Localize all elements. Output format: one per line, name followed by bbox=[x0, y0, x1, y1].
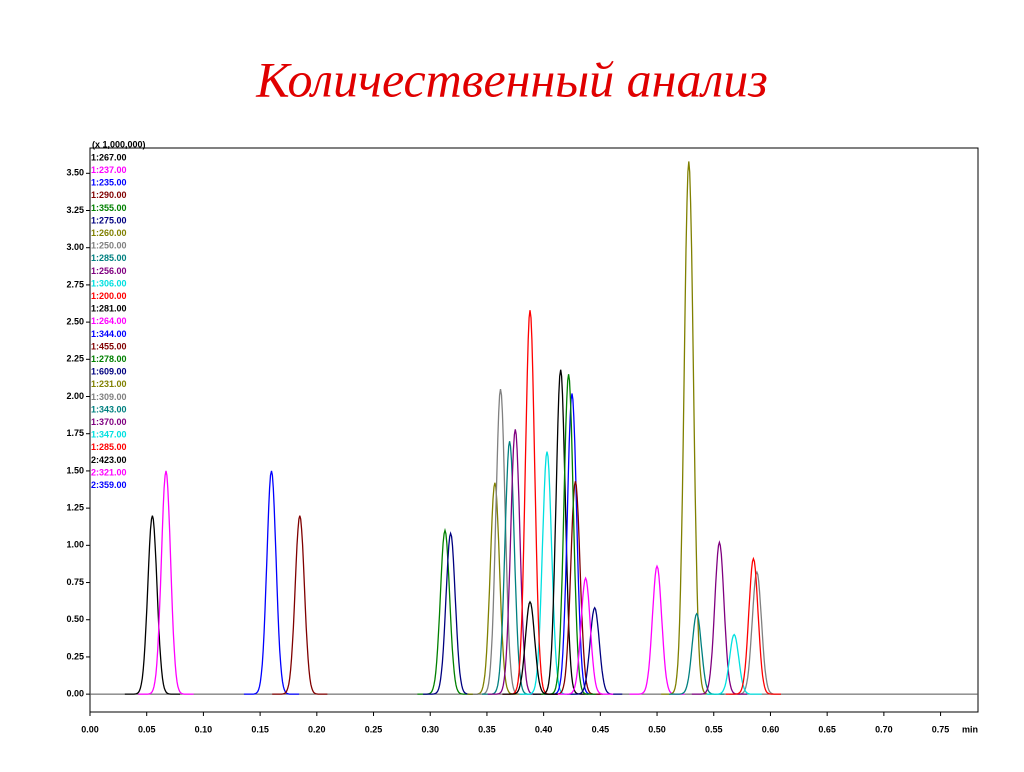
x-tick-label: 0.50 bbox=[648, 724, 666, 734]
legend-entry: 1:343.00 bbox=[91, 404, 127, 414]
peak bbox=[706, 633, 762, 695]
chart-title: Количественный анализ bbox=[255, 51, 768, 107]
y-tick-label: 3.00 bbox=[66, 242, 84, 252]
x-tick-label: 0.25 bbox=[365, 724, 383, 734]
y-tick-label: 2.50 bbox=[66, 316, 84, 326]
legend-entry: 1:250.00 bbox=[91, 241, 127, 251]
x-tick-label: 0.10 bbox=[195, 724, 213, 734]
legend-entry: 1:231.00 bbox=[91, 379, 127, 389]
plot-frame bbox=[89, 147, 979, 713]
legend-entry: 1:285.00 bbox=[91, 442, 127, 452]
y-tick-label: 0.75 bbox=[66, 577, 84, 587]
peak bbox=[243, 470, 300, 695]
x-tick-label: 0.65 bbox=[818, 724, 836, 734]
peak bbox=[124, 515, 180, 695]
peak bbox=[558, 576, 614, 695]
x-tick-label: 0.05 bbox=[138, 724, 156, 734]
y-tick-label: 1.75 bbox=[66, 428, 84, 438]
y-tick-label: 0.00 bbox=[66, 689, 84, 699]
legend-entry: 1:237.00 bbox=[91, 165, 127, 175]
y-tick-label: 1.50 bbox=[66, 465, 84, 475]
x-tick-label: 0.30 bbox=[421, 724, 439, 734]
peak bbox=[467, 482, 523, 695]
y-tick-label: 2.25 bbox=[66, 354, 84, 364]
legend-entry: 1:290.00 bbox=[91, 190, 127, 200]
legend-entry: 1:200.00 bbox=[91, 291, 127, 301]
peak bbox=[272, 515, 328, 695]
legend-entry: 1:278.00 bbox=[91, 354, 127, 364]
legend-entry: 1:281.00 bbox=[91, 304, 127, 314]
legend-entry: 1:309.00 bbox=[91, 392, 127, 402]
peak bbox=[725, 556, 781, 695]
x-tick-label: 0.00 bbox=[81, 724, 99, 734]
y-multiplier: (x 1,000,000) bbox=[92, 139, 146, 149]
x-tick-label: 0.20 bbox=[308, 724, 326, 734]
legend-entry: 1:344.00 bbox=[91, 329, 127, 339]
peak bbox=[669, 612, 725, 695]
y-tick-label: 2.00 bbox=[66, 391, 84, 401]
y-tick-label: 1.00 bbox=[66, 540, 84, 550]
legend-entry: 1:285.00 bbox=[91, 253, 127, 263]
x-tick-label: 0.35 bbox=[478, 724, 496, 734]
y-tick-label: 3.50 bbox=[66, 168, 84, 178]
peak bbox=[138, 470, 194, 695]
y-tick-label: 3.25 bbox=[66, 205, 84, 215]
x-tick-label: 0.70 bbox=[875, 724, 893, 734]
legend-entry: 1:264.00 bbox=[91, 316, 127, 326]
x-tick-label: 0.75 bbox=[932, 724, 950, 734]
legend-entry: 1:347.00 bbox=[91, 430, 127, 440]
y-tick-label: 2.75 bbox=[66, 279, 84, 289]
peak bbox=[541, 374, 597, 695]
peak bbox=[502, 310, 558, 695]
y-tick-label: 0.25 bbox=[66, 651, 84, 661]
legend-entry: 2:423.00 bbox=[91, 455, 127, 465]
x-tick-label: 0.40 bbox=[535, 724, 553, 734]
legend-entry: 1:256.00 bbox=[91, 266, 127, 276]
x-tick-label: 0.60 bbox=[762, 724, 780, 734]
legend-entry: 2:359.00 bbox=[91, 480, 127, 490]
x-axis-label: min bbox=[962, 724, 978, 734]
legend-entry: 1:260.00 bbox=[91, 228, 127, 238]
legend-entry: 1:275.00 bbox=[91, 215, 127, 225]
x-tick-label: 0.55 bbox=[705, 724, 723, 734]
peak bbox=[502, 600, 558, 695]
legend-entry: 1:355.00 bbox=[91, 203, 127, 213]
x-tick-label: 0.45 bbox=[592, 724, 610, 734]
legend-entry: 1:306.00 bbox=[91, 278, 127, 288]
legend-entry: 2:321.00 bbox=[91, 467, 127, 477]
legend-entry: 1:609.00 bbox=[91, 367, 127, 377]
legend-entry: 1:455.00 bbox=[91, 341, 127, 351]
peak bbox=[661, 161, 717, 695]
y-tick-label: 0.50 bbox=[66, 614, 84, 624]
y-tick-label: 1.25 bbox=[66, 503, 84, 513]
legend-entry: 1:267.00 bbox=[91, 152, 127, 162]
legend-entry: 1:370.00 bbox=[91, 417, 127, 427]
x-tick-label: 0.15 bbox=[251, 724, 269, 734]
legend-entry: 1:235.00 bbox=[91, 178, 127, 188]
